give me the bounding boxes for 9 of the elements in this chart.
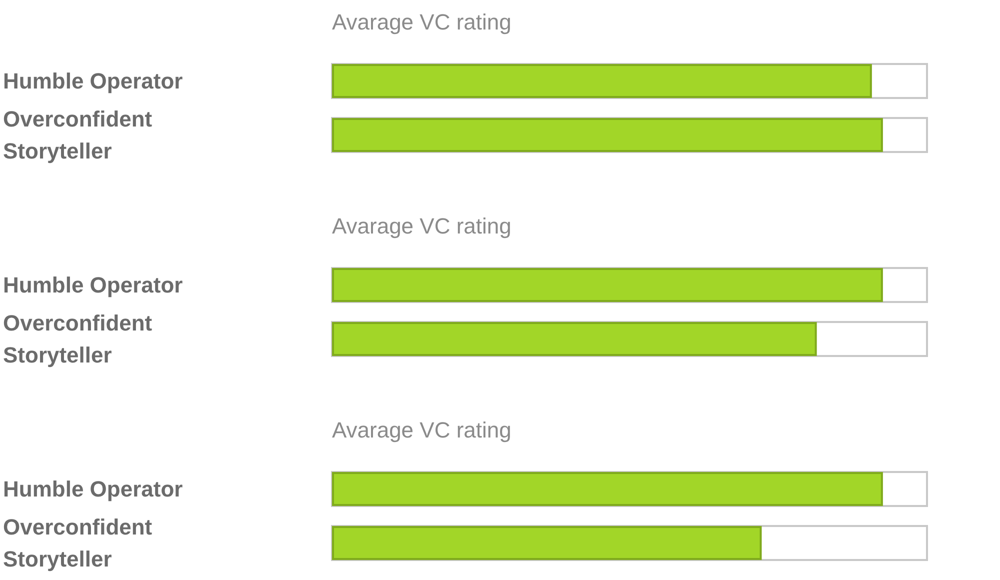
chart-title: Avarage VC rating [332, 214, 512, 238]
y-tick-label: Overconfident Storyteller [3, 514, 158, 572]
y-tick-label: Humble Operator [3, 272, 184, 298]
chart-title: Avarage VC rating [332, 10, 512, 34]
y-tick-label: Overconfident Storyteller [3, 310, 158, 368]
y-tick-label: Overconfident Storyteller [3, 106, 158, 164]
y-tick-label: Humble Operator [3, 476, 184, 502]
y-tick-label: Humble Operator [3, 68, 184, 94]
chart-title: Avarage VC rating [332, 418, 512, 442]
